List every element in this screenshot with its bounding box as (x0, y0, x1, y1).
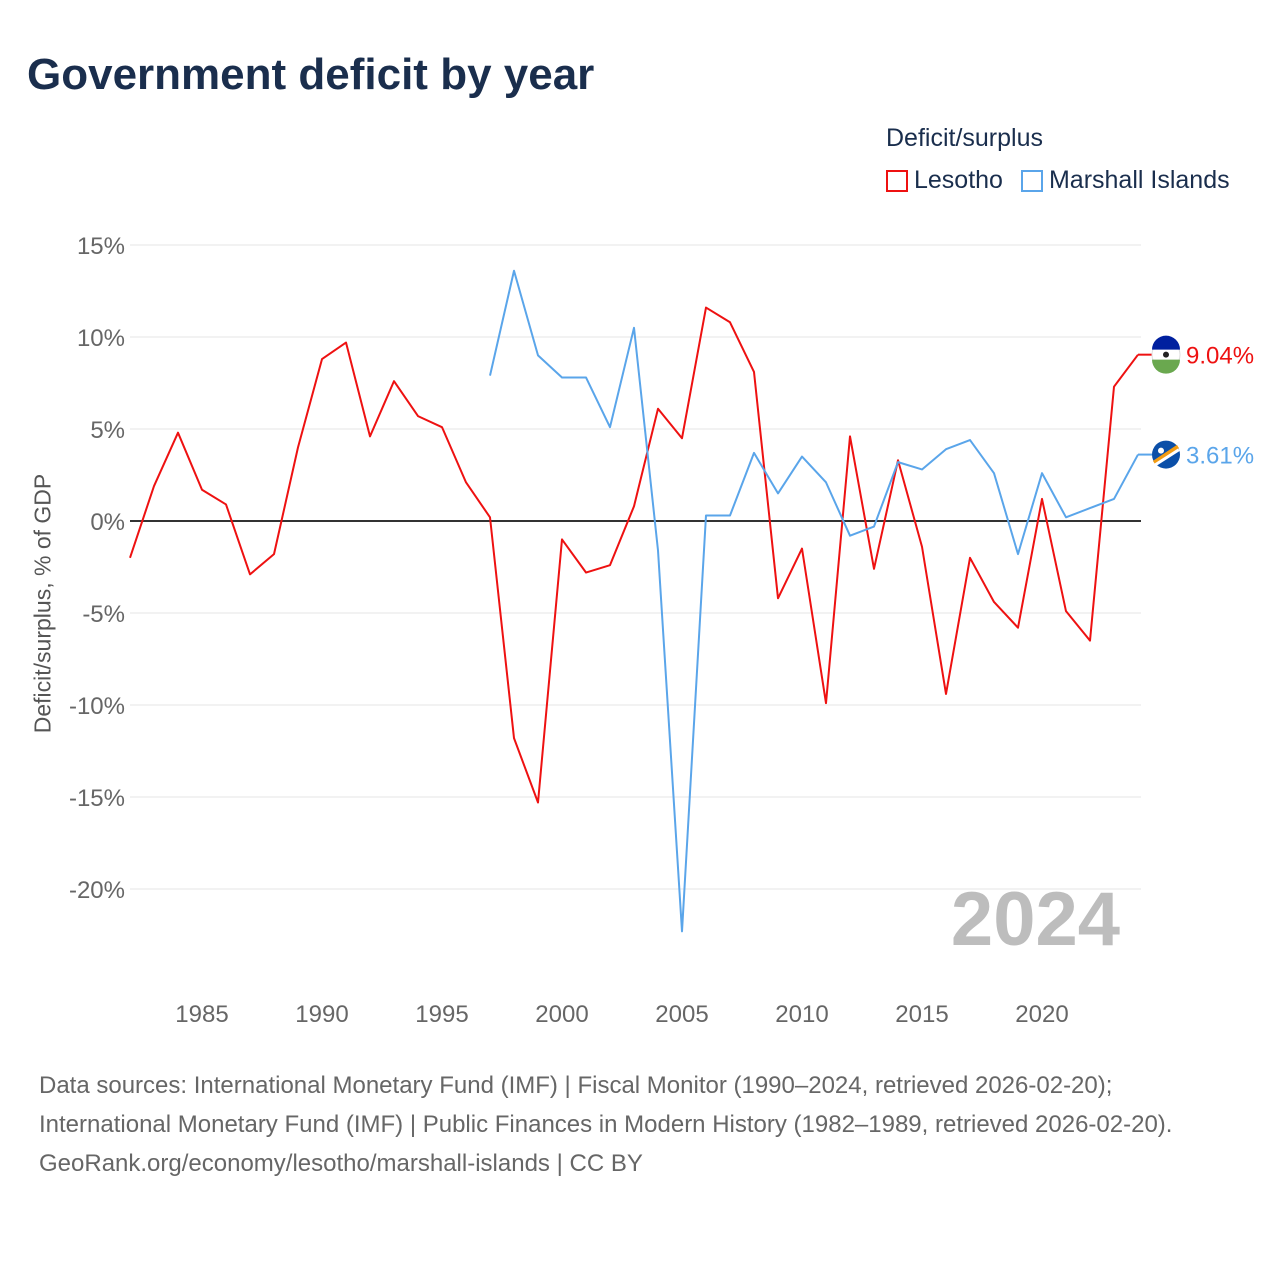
end-value-label: 9.04% (1186, 343, 1254, 370)
y-tick-label: -15% (69, 785, 125, 812)
series-line-marshall-islands (489, 269, 1139, 933)
flag-stripe (1153, 448, 1180, 467)
legend-label: Marshall Islands (1048, 166, 1230, 194)
x-tick-label: 2020 (1015, 1001, 1068, 1028)
legend-swatch-lesotho (886, 169, 908, 192)
x-tick-label: 1990 (295, 1001, 348, 1028)
y-tick-label: 15% (77, 233, 125, 260)
series-line-lesotho (129, 306, 1139, 804)
chart-title: Government deficit by year (27, 50, 595, 99)
year-watermark: 2024 (951, 877, 1120, 962)
y-tick-label: -10% (69, 693, 125, 720)
footer: Data sources: International Monetary Fun… (39, 1066, 1239, 1183)
legend-item-marshall-islands[interactable]: Marshall Islands (1020, 166, 1230, 195)
x-tick-label: 2010 (775, 1001, 828, 1028)
x-tick-label: 2015 (895, 1001, 948, 1028)
y-tick-label: -20% (69, 877, 125, 904)
legend-label: Lesotho (914, 166, 1003, 194)
flag-star (1158, 447, 1164, 454)
y-tick-label: 5% (90, 417, 125, 444)
credit-link[interactable]: GeoRank.org/economy/lesotho/marshall-isl… (39, 1150, 643, 1177)
x-tick-label: 2000 (535, 1001, 588, 1028)
legend-title: Deficit/surplus (886, 124, 1043, 152)
legend-item-lesotho[interactable]: Lesotho (886, 166, 1003, 195)
x-tick-label: 1985 (175, 1001, 228, 1028)
y-tick-label: -5% (82, 601, 125, 628)
flag-stripe (1152, 359, 1181, 374)
y-tick-label: 10% (77, 325, 125, 352)
flag-emblem (1163, 351, 1169, 358)
data-sources: Data sources: International Monetary Fun… (39, 1072, 1173, 1138)
legend-swatch-marshall-islands (1020, 169, 1043, 192)
flag-stripe (1152, 335, 1181, 350)
x-tick-label: 2005 (655, 1001, 708, 1028)
x-tick-label: 1995 (415, 1001, 468, 1028)
end-value-label: 3.61% (1186, 443, 1254, 470)
legend: Lesotho Marshall Islands (886, 166, 1230, 195)
flag-stripe (1152, 444, 1180, 465)
y-tick-label: 0% (90, 509, 125, 536)
